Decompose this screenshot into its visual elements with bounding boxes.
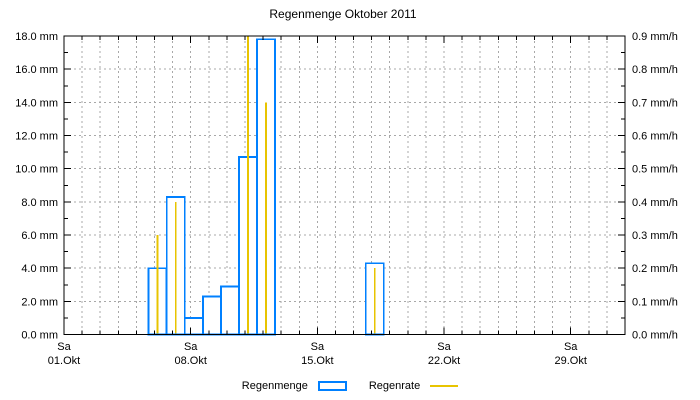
- x-tick-weekday: Sa: [57, 341, 71, 353]
- y-left-tick-label: 2.0 mm: [21, 296, 58, 308]
- y-left-tick-label: 8.0 mm: [21, 197, 58, 209]
- y-right-tick-label: 0.1 mm/h: [632, 296, 678, 308]
- legend-item-regenmenge: Regenmenge: [242, 380, 347, 392]
- y-right-tick-label: 0.6 mm/h: [632, 131, 678, 143]
- y-right-tick-label: 0.9 mm/h: [632, 31, 678, 43]
- y-left-tick-label: 14.0 mm: [15, 97, 58, 109]
- y-right-tick-label: 0.8 mm/h: [632, 64, 678, 76]
- x-tick-date: 01.Okt: [48, 355, 80, 367]
- y-left-tick-label: 12.0 mm: [15, 131, 58, 143]
- legend-item-regenrate: Regenrate: [368, 380, 459, 392]
- y-left-tick-label: 0.0 mm: [21, 330, 58, 342]
- y-left-tick-label: 4.0 mm: [21, 263, 58, 275]
- y-left-tick-label: 18.0 mm: [15, 31, 58, 43]
- legend-swatch-open-box: [317, 381, 347, 391]
- y-right-tick-label: 0.5 mm/h: [632, 164, 678, 176]
- bar-regenmenge: [220, 285, 240, 336]
- y-right-tick-label: 0.3 mm/h: [632, 230, 678, 242]
- bar-regenmenge: [201, 295, 222, 336]
- legend: Regenmenge Regenrate: [0, 380, 700, 392]
- y-right-tick-label: 0.2 mm/h: [632, 263, 678, 275]
- y-right-tick-label: 0.0 mm/h: [632, 330, 678, 342]
- y-left-tick-label: 6.0 mm: [21, 230, 58, 242]
- x-tick-date: 08.Okt: [174, 355, 206, 367]
- y-left-tick-label: 16.0 mm: [15, 64, 58, 76]
- x-tick-date: 29.Okt: [555, 355, 587, 367]
- bar-regenmenge: [183, 317, 204, 336]
- legend-label-regenmenge: Regenmenge: [241, 380, 308, 392]
- y-right-tick-label: 0.4 mm/h: [632, 197, 678, 209]
- y-left-tick-label: 10.0 mm: [15, 164, 58, 176]
- x-tick-weekday: Sa: [311, 341, 325, 353]
- y-right-tick-label: 0.7 mm/h: [632, 97, 678, 109]
- chart-title: Regenmenge Oktober 2011: [269, 7, 417, 21]
- x-tick-weekday: Sa: [564, 341, 578, 353]
- legend-swatch-line: [430, 385, 459, 387]
- x-tick-weekday: Sa: [437, 341, 451, 353]
- x-tick-date: 15.Okt: [301, 355, 333, 367]
- x-tick-date: 22.Okt: [428, 355, 460, 367]
- legend-label-regenrate: Regenrate: [368, 380, 421, 392]
- x-tick-weekday: Sa: [184, 341, 198, 353]
